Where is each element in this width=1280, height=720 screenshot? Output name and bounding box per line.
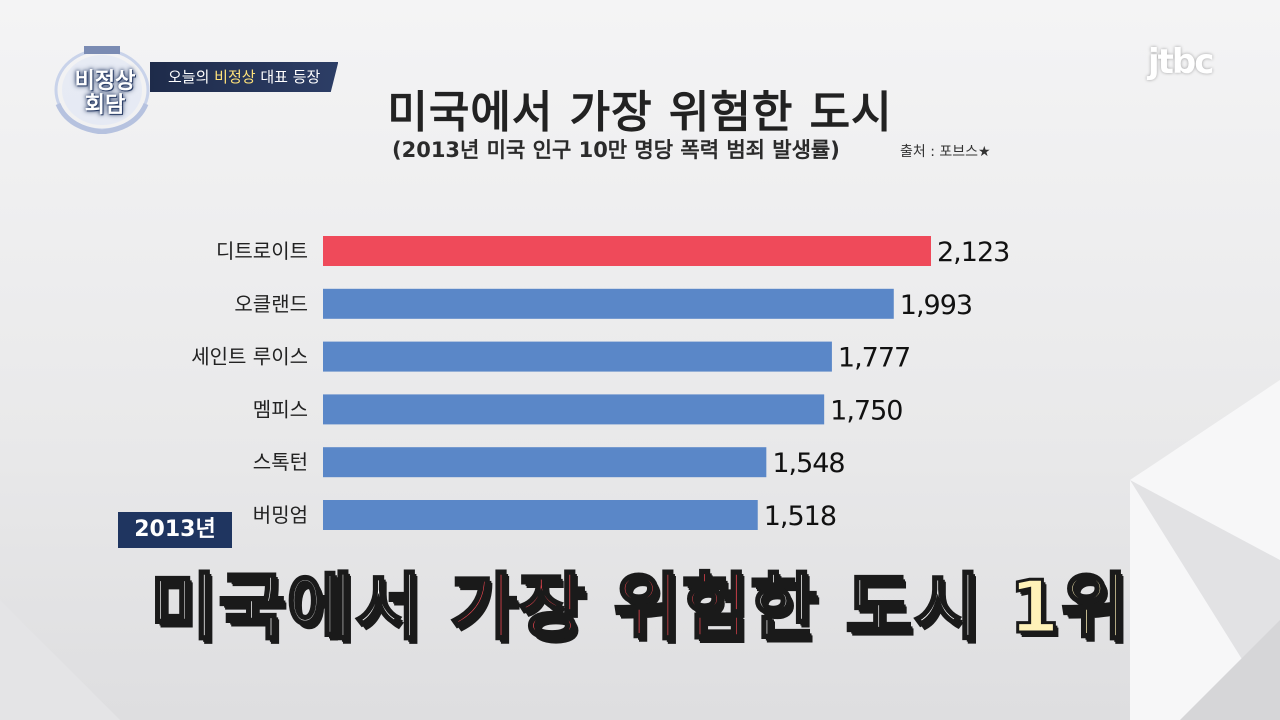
show-segment-label: 오늘의 비정상 대표 등장 (150, 62, 339, 92)
caption-part2: 가장 위험 (449, 564, 751, 651)
caption-part3: 한 도시 (749, 564, 1010, 651)
category-label: 오클랜드 (234, 292, 308, 316)
show-logo-text: 비정상 회담 (74, 69, 136, 118)
subtitle-caption: 미국에서 가장 위험한 도시 1위 (0, 548, 1280, 653)
category-label: 버밍엄 (253, 503, 308, 527)
source-star-icon: ★ (978, 144, 991, 160)
bar (323, 236, 931, 266)
value-label: 1,750 (830, 395, 902, 426)
show-label-highlight: 비정상 (214, 68, 256, 86)
year-badge: 2013년 (118, 512, 232, 548)
bar (323, 500, 758, 530)
caption-part4: 1위 (1008, 564, 1130, 651)
bar (323, 341, 832, 372)
bar (323, 394, 825, 425)
caption-part1: 미국에서 (149, 564, 451, 651)
chart-title: 미국에서 가장 위험한 도시 (387, 87, 893, 138)
category-label: 디트로이트 (216, 239, 308, 263)
chart-subtitle: (2013년 미국 인구 10만 명당 폭력 범죄 발생률) (392, 138, 840, 162)
category-label: 멤피스 (253, 397, 308, 421)
bar (323, 447, 767, 478)
value-label: 1,993 (900, 290, 972, 321)
show-logo-emblem (54, 46, 150, 134)
value-label: 1,518 (764, 501, 836, 532)
value-label: 1,548 (772, 448, 844, 479)
category-label: 스톡턴 (253, 450, 308, 474)
show-label-suffix: 대표 등장 (255, 68, 321, 86)
channel-logo: jtbc (1148, 42, 1214, 82)
value-label: 2,123 (937, 237, 1009, 268)
value-label: 1,777 (838, 343, 910, 374)
chart-source: 출처 : 포브스★ (900, 144, 991, 160)
show-label-prefix: 오늘의 (168, 68, 215, 86)
category-label: 세인트 루이스 (191, 345, 308, 369)
bar (323, 288, 894, 319)
